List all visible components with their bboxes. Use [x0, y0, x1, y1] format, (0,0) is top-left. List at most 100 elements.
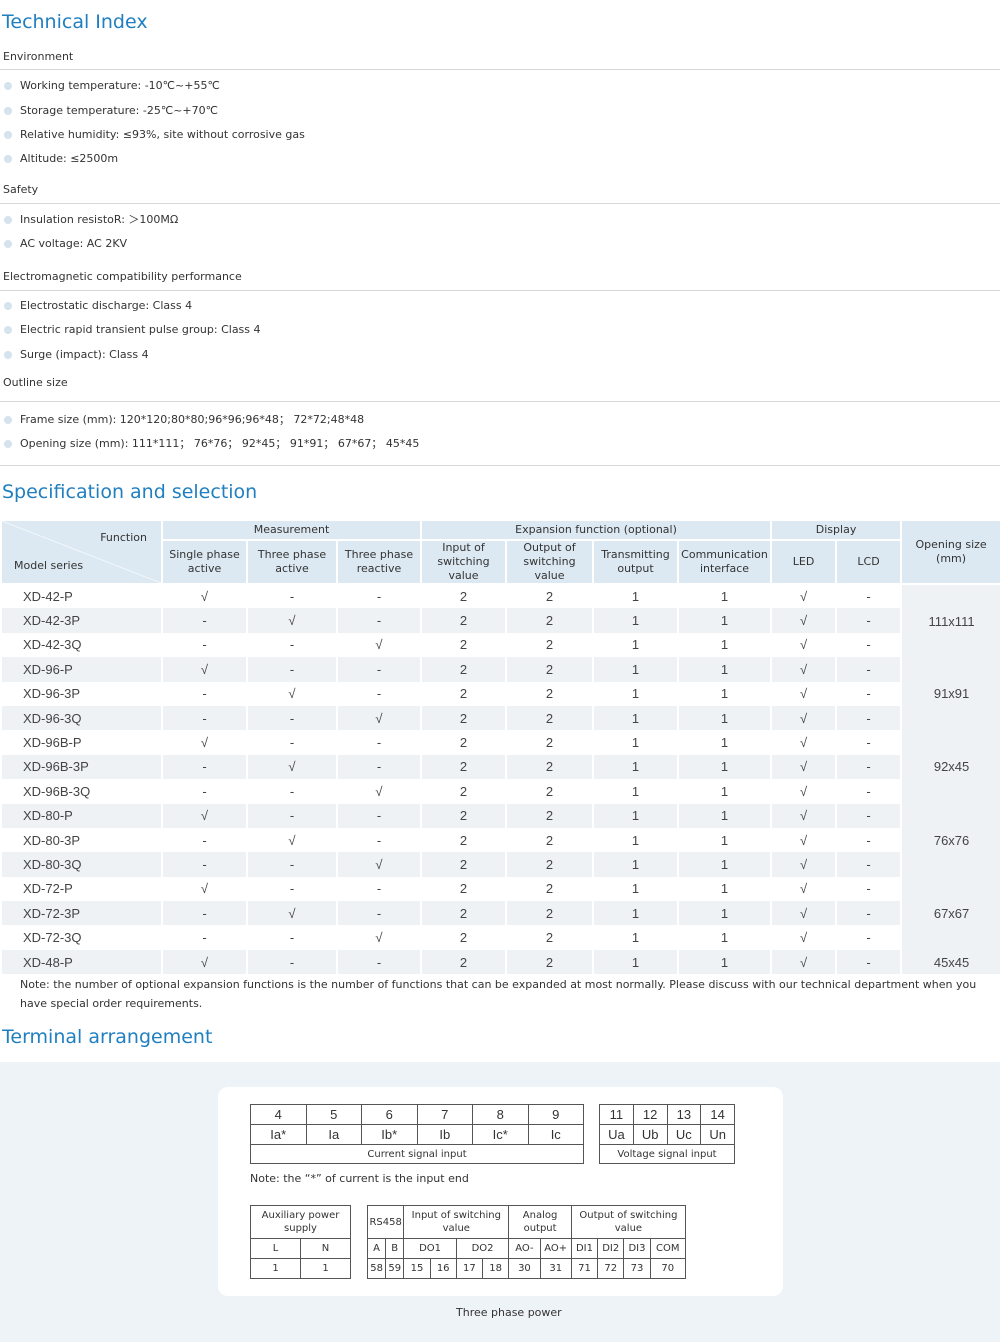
cell-communication: 1 [676, 876, 772, 902]
cell-three-phase-reactive: - [336, 681, 421, 706]
cell-three-phase-active: - [246, 852, 337, 877]
cell-three-phase-active: √ [246, 901, 337, 926]
list-item: Altitude: ≤2500m [4, 151, 118, 167]
terminal-label: Ia* [250, 1124, 307, 1145]
cell-model: XD-48-P [0, 949, 162, 975]
bullet-icon [4, 416, 12, 424]
cell-communication: 1 [676, 632, 772, 658]
technical-index-title: Technical Index [2, 11, 148, 33]
terminal-number: 13 [666, 1104, 702, 1125]
list-item-text: AC voltage: AC 2KV [20, 237, 128, 250]
cell-lcd: - [835, 827, 902, 853]
header-model-series: Model series [14, 559, 84, 572]
cell-model: XD-80-3Q [0, 852, 162, 877]
cell-model: XD-72-P [0, 876, 162, 902]
cell-input-switching: 2 [420, 657, 506, 682]
cell-three-phase-reactive: √ [336, 925, 421, 950]
list-item-text: Surge (impact): Class 4 [20, 348, 149, 361]
cell-three-phase-reactive: - [336, 608, 421, 633]
list-item: AC voltage: AC 2KV [4, 236, 127, 252]
bullet-icon [4, 107, 12, 115]
list-item-text: Insulation resistoR: ＞100MΩ [20, 213, 179, 226]
list-item-text: Relative humidity: ≤93%, site without co… [20, 128, 305, 141]
cell-single-phase: √ [161, 803, 247, 828]
cell-led: √ [770, 632, 837, 658]
cell-three-phase-active: - [246, 657, 337, 682]
cell-transmitting: 1 [592, 730, 678, 755]
cell-output-switching: 2 [505, 876, 593, 902]
cell-three-phase-reactive: √ [336, 779, 421, 804]
list-item: Opening size (mm): 111*111； 76*76； 92*45… [4, 436, 419, 452]
list-item: Electrostatic discharge: Class 4 [4, 298, 192, 314]
divider [0, 69, 1000, 70]
list-item: Relative humidity: ≤93%, site without co… [4, 127, 305, 143]
terminal-number: 17 [455, 1258, 484, 1279]
aux-number-l: 1 [250, 1258, 301, 1279]
cell-single-phase: - [161, 681, 247, 706]
cell-transmitting: 1 [592, 949, 678, 975]
cell-transmitting: 1 [592, 827, 678, 853]
header-measurement: Measurement [161, 519, 422, 541]
input-end-note: Note: the “*” of current is the input en… [250, 1172, 469, 1185]
io-label-ao-plus: AO+ [539, 1238, 572, 1259]
cell-lcd: - [835, 705, 902, 731]
cell-three-phase-active: √ [246, 827, 337, 853]
cell-output-switching: 2 [505, 852, 593, 877]
cell-lcd: - [835, 852, 902, 877]
cell-model: XD-42-P [0, 584, 162, 609]
list-item-text: Working temperature: -10℃~+55℃ [20, 79, 220, 92]
table-row: XD-96B-3P - √ -2 2 1 1 √ - [0, 754, 1000, 780]
divider [0, 290, 1000, 291]
cell-output-switching: 2 [505, 779, 593, 804]
cell-transmitting: 1 [592, 632, 678, 658]
cell-model: XD-96B-3Q [0, 779, 162, 804]
terminal-label: Ua [599, 1124, 634, 1145]
io-label-di2: DI2 [597, 1238, 625, 1259]
cell-led: √ [770, 876, 837, 902]
cell-three-phase-active: - [246, 803, 337, 828]
cell-input-switching: 2 [420, 681, 506, 706]
cell-lcd: - [835, 779, 902, 804]
io-label-di3: DI3 [623, 1238, 651, 1259]
terminal-row: 11 12 13 14 [599, 1104, 735, 1125]
cell-model: XD-96B-3P [0, 754, 162, 780]
cell-output-switching: 2 [505, 705, 593, 731]
input-switching-heading: Input of switching value [403, 1205, 510, 1239]
header-display: Display [770, 519, 903, 541]
table-row: XD-96-3Q - - √ 2 2 1 1 √ - [0, 705, 1000, 731]
aux-number-n: 1 [300, 1258, 351, 1279]
cell-transmitting: 1 [592, 901, 678, 926]
cell-three-phase-active: - [246, 705, 337, 731]
cell-single-phase: √ [161, 949, 247, 975]
aux-power-table: Auxiliary power supply L N 1 1 [250, 1205, 351, 1279]
cell-led: √ [770, 779, 837, 804]
cell-communication: 1 [676, 827, 772, 853]
cell-input-switching: 2 [420, 876, 506, 902]
cell-communication: 1 [676, 803, 772, 828]
cell-led: √ [770, 949, 837, 975]
terminal-number: 8 [472, 1104, 529, 1125]
cell-input-switching: 2 [420, 852, 506, 877]
bullet-icon [4, 216, 12, 224]
cell-three-phase-reactive: - [336, 827, 421, 853]
bullet-icon [4, 82, 12, 90]
terminal-row: Ia* Ia Ib* Ib Ic* Ic [250, 1124, 584, 1145]
cell-communication: 1 [676, 754, 772, 780]
terminal-number: 14 [700, 1104, 735, 1125]
cell-led: √ [770, 584, 837, 609]
cell-communication: 1 [676, 730, 772, 755]
io-terminal-table: RS458 Input of switching value Analog ou… [366, 1205, 687, 1279]
cell-three-phase-reactive: √ [336, 632, 421, 658]
terminal-number: 7 [416, 1104, 473, 1125]
cell-lcd: - [835, 608, 902, 633]
cell-output-switching: 2 [505, 657, 593, 682]
cell-lcd: - [835, 681, 902, 706]
cell-output-switching: 2 [505, 754, 593, 780]
cell-communication: 1 [676, 949, 772, 975]
cell-model: XD-96-3Q [0, 705, 162, 731]
cell-single-phase: - [161, 901, 247, 926]
bullet-icon [4, 155, 12, 163]
list-item: Surge (impact): Class 4 [4, 347, 149, 363]
cell-three-phase-active: - [246, 632, 337, 658]
io-label-do1: DO1 [403, 1238, 457, 1259]
